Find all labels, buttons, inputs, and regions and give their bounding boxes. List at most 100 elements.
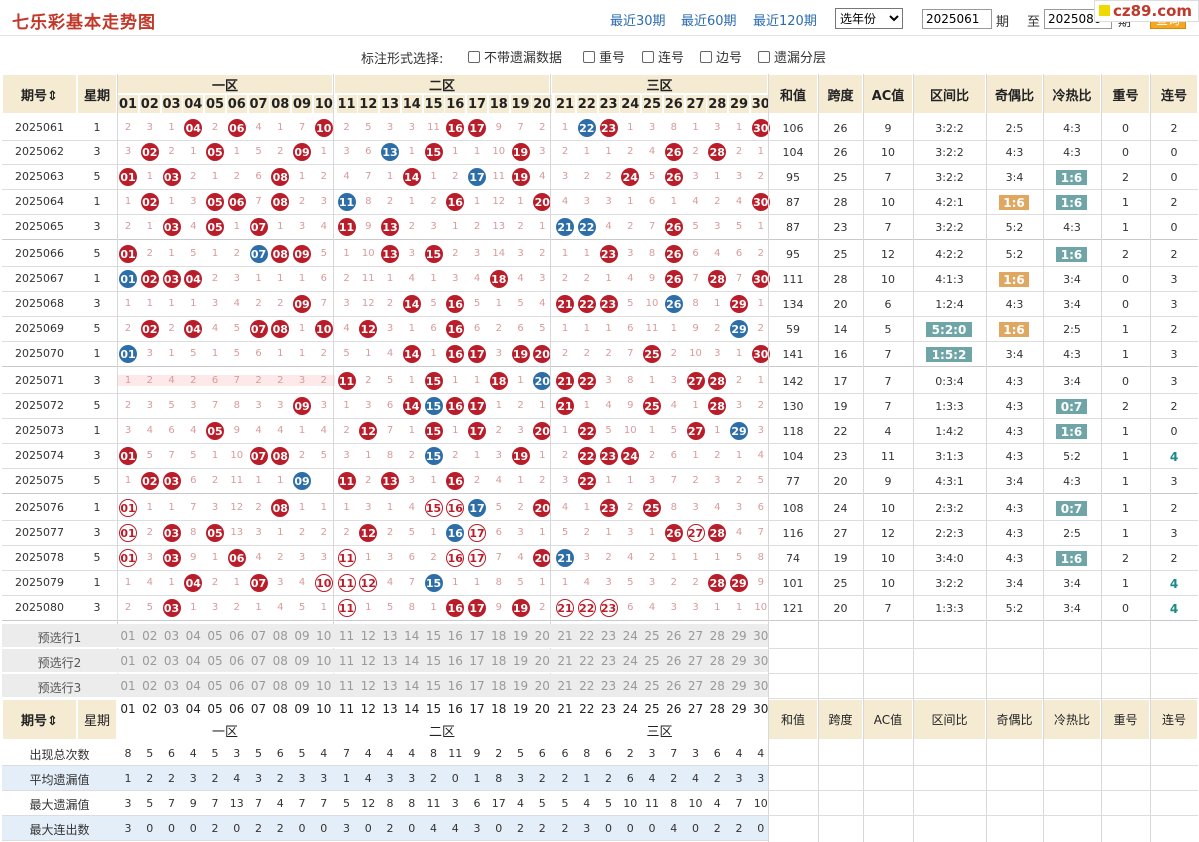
preselect-ball[interactable]: 03 (163, 679, 180, 693)
preselect-ball[interactable]: 27 (687, 654, 704, 668)
preselect-ball[interactable]: 15 (425, 654, 442, 668)
preselect-ball[interactable]: 02 (142, 679, 158, 693)
preselect-ball[interactable]: 05 (207, 654, 223, 668)
preselect-ball[interactable]: 17 (469, 654, 485, 668)
preselect-ball[interactable]: 09 (294, 629, 310, 643)
preselect-ball[interactable]: 09 (294, 679, 310, 693)
preselect-ball[interactable]: 15 (425, 679, 442, 693)
preselect-ball[interactable]: 25 (644, 679, 660, 693)
preselect-ball[interactable]: 19 (512, 654, 529, 668)
preselect-ball[interactable]: 24 (622, 629, 638, 643)
preselect-ball[interactable]: 14 (404, 679, 420, 693)
checkbox-icon[interactable] (468, 51, 480, 63)
preselect-ball[interactable]: 22 (579, 654, 595, 668)
preselect-ball[interactable]: 17 (469, 679, 485, 693)
option-no-miss[interactable]: 不带遗漏数据 (468, 47, 562, 66)
preselect-ball[interactable]: 25 (644, 654, 660, 668)
preselect-ball[interactable]: 24 (622, 679, 638, 693)
preselect-ball[interactable]: 12 (360, 679, 376, 693)
preselect-ball[interactable]: 04 (185, 629, 201, 643)
preselect-ball[interactable]: 15 (425, 629, 442, 643)
preselect-ball[interactable]: 25 (644, 629, 660, 643)
preselect-ball[interactable]: 26 (666, 679, 682, 693)
preselect-ball[interactable]: 30 (753, 679, 769, 693)
preselect-ball[interactable]: 03 (163, 654, 180, 668)
preselect-ball[interactable]: 03 (163, 629, 180, 643)
preselect-ball[interactable]: 13 (382, 654, 398, 668)
preselect-ball[interactable]: 18 (491, 654, 507, 668)
option-edge[interactable]: 边号 (700, 47, 742, 66)
recent-120-link[interactable]: 最近120期 (753, 14, 817, 29)
preselect-ball[interactable]: 14 (404, 629, 420, 643)
from-period-input[interactable] (922, 9, 992, 29)
preselect-ball[interactable]: 10 (316, 654, 332, 668)
preselect-ball[interactable]: 29 (731, 629, 747, 643)
preselect-ball[interactable]: 06 (229, 679, 245, 693)
preselect-ball[interactable]: 11 (338, 679, 355, 693)
preselect-ball[interactable]: 27 (687, 629, 704, 643)
preselect-ball[interactable]: 18 (491, 679, 507, 693)
preselect-ball[interactable]: 02 (142, 654, 158, 668)
preselect-ball[interactable]: 04 (185, 679, 201, 693)
preselect-ball[interactable]: 18 (491, 629, 507, 643)
preselect-ball[interactable]: 16 (447, 629, 463, 643)
preselect-ball[interactable]: 01 (120, 654, 136, 668)
option-consecutive[interactable]: 连号 (642, 47, 684, 66)
preselect-ball[interactable]: 21 (557, 679, 573, 693)
preselect-ball[interactable]: 21 (557, 629, 573, 643)
preselect-ball[interactable]: 09 (294, 654, 310, 668)
preselect-ball[interactable]: 12 (360, 629, 376, 643)
preselect-ball[interactable]: 13 (382, 679, 398, 693)
preselect-ball[interactable]: 01 (120, 629, 136, 643)
preselect-ball[interactable]: 04 (185, 654, 201, 668)
preselect-ball[interactable]: 06 (229, 629, 245, 643)
period-header-bottom[interactable]: 期号⇕ (2, 699, 77, 740)
preselect-ball[interactable]: 28 (709, 679, 725, 693)
preselect-ball[interactable]: 17 (469, 629, 485, 643)
preselect-ball[interactable]: 16 (447, 679, 463, 693)
preselect-ball[interactable]: 26 (666, 654, 682, 668)
preselect-ball[interactable]: 30 (753, 629, 769, 643)
preselect-ball[interactable]: 19 (512, 629, 529, 643)
preselect-ball[interactable]: 01 (120, 679, 136, 693)
preselect-ball[interactable]: 20 (534, 654, 550, 668)
preselect-ball[interactable]: 11 (338, 629, 355, 643)
preselect-ball[interactable]: 21 (557, 654, 573, 668)
preselect-ball[interactable]: 16 (447, 654, 463, 668)
checkbox-icon[interactable] (758, 51, 770, 63)
preselect-ball[interactable]: 05 (207, 679, 223, 693)
preselect-ball[interactable]: 28 (709, 654, 725, 668)
recent-30-link[interactable]: 最近30期 (610, 14, 666, 29)
preselect-ball[interactable]: 07 (250, 679, 267, 693)
period-header[interactable]: 期号⇕ (2, 74, 77, 114)
preselect-ball[interactable]: 30 (753, 654, 769, 668)
preselect-ball[interactable]: 10 (316, 629, 332, 643)
preselect-ball[interactable]: 29 (731, 679, 747, 693)
preselect-ball[interactable]: 08 (272, 679, 288, 693)
preselect-ball[interactable]: 22 (579, 679, 595, 693)
recent-60-link[interactable]: 最近60期 (681, 14, 737, 29)
preselect-ball[interactable]: 08 (272, 654, 288, 668)
checkbox-icon[interactable] (642, 51, 654, 63)
preselect-ball[interactable]: 13 (382, 629, 398, 643)
preselect-ball[interactable]: 11 (338, 654, 355, 668)
preselect-ball[interactable]: 26 (666, 629, 682, 643)
preselect-ball[interactable]: 14 (404, 654, 420, 668)
preselect-ball[interactable]: 24 (622, 654, 638, 668)
preselect-ball[interactable]: 02 (142, 629, 158, 643)
preselect-ball[interactable]: 07 (250, 654, 267, 668)
preselect-ball[interactable]: 08 (272, 629, 288, 643)
preselect-ball[interactable]: 05 (207, 629, 223, 643)
preselect-ball[interactable]: 29 (731, 654, 747, 668)
preselect-ball[interactable]: 27 (687, 679, 704, 693)
preselect-ball[interactable]: 07 (250, 629, 267, 643)
preselect-ball[interactable]: 23 (600, 679, 617, 693)
preselect-ball[interactable]: 20 (534, 629, 550, 643)
preselect-ball[interactable]: 20 (534, 679, 550, 693)
preselect-ball[interactable]: 12 (360, 654, 376, 668)
preselect-ball[interactable]: 19 (512, 679, 529, 693)
preselect-ball[interactable]: 06 (229, 654, 245, 668)
preselect-ball[interactable]: 23 (600, 654, 617, 668)
preselect-ball[interactable]: 22 (579, 629, 595, 643)
option-miss-layer[interactable]: 遗漏分层 (758, 47, 826, 66)
